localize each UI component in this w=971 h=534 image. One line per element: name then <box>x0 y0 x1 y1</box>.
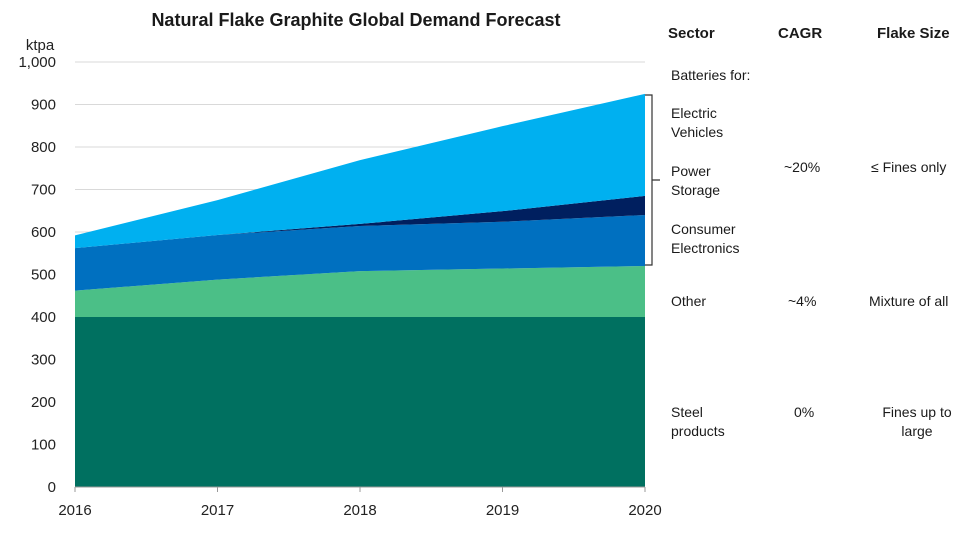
area-series-layer <box>75 93 645 487</box>
y-tick-label: 200 <box>31 394 56 411</box>
chart-title: Natural Flake Graphite Global Demand For… <box>151 10 560 30</box>
batteries-for-label: Batteries for: <box>671 67 751 83</box>
header-cagr: CAGR <box>778 25 823 42</box>
area-steel <box>75 317 645 487</box>
area-consumer <box>75 215 645 291</box>
x-tick-label: 2020 <box>628 502 661 519</box>
power-label-line1: Power <box>671 163 711 179</box>
y-tick-label: 500 <box>31 267 56 284</box>
header-flake-size: Flake Size <box>877 25 950 42</box>
x-tick-label: 2019 <box>486 502 519 519</box>
x-tick-label: 2017 <box>201 502 234 519</box>
y-tick-label: 600 <box>31 224 56 241</box>
header-sector: Sector <box>668 25 715 42</box>
y-tick-label: 800 <box>31 139 56 156</box>
y-tick-label: 1,000 <box>18 54 56 71</box>
steel-flake-line1: Fines up to <box>882 404 952 420</box>
other-cagr: ~4% <box>788 293 817 309</box>
y-tick-label: 700 <box>31 182 56 199</box>
y-tick-label: 0 <box>48 479 56 496</box>
y-tick-label: 300 <box>31 352 56 369</box>
ev-label-line2: Vehicles <box>671 124 724 140</box>
area-ev <box>75 93 645 249</box>
steel-flake-line2: large <box>901 423 933 439</box>
y-tick-label: 100 <box>31 437 56 454</box>
ev-label-line1: Electric <box>671 105 717 121</box>
steel-label-line1: Steel <box>671 404 703 420</box>
other-label: Other <box>671 293 707 309</box>
power-label-line2: Storage <box>671 182 721 198</box>
batteries-flake-size: ≤ Fines only <box>871 159 947 175</box>
x-tick-label: 2016 <box>58 502 91 519</box>
y-tick-label: 400 <box>31 309 56 326</box>
x-tick-label: 2018 <box>343 502 376 519</box>
y-unit-label: ktpa <box>26 37 55 54</box>
axes: 0 100 200 300 400 500 600 700 800 900 1,000 2016 201… <box>18 54 661 519</box>
y-tick-label: 900 <box>31 97 56 114</box>
consumer-label-line1: Consumer <box>671 221 736 237</box>
steel-cagr: 0% <box>794 404 815 420</box>
battery-bracket <box>645 94 660 266</box>
area-other <box>75 266 645 317</box>
steel-label-line2: products <box>671 423 725 439</box>
other-flake-size: Mixture of all <box>869 293 949 309</box>
consumer-label-line2: Electronics <box>671 240 740 256</box>
batteries-cagr: ~20% <box>784 159 821 175</box>
